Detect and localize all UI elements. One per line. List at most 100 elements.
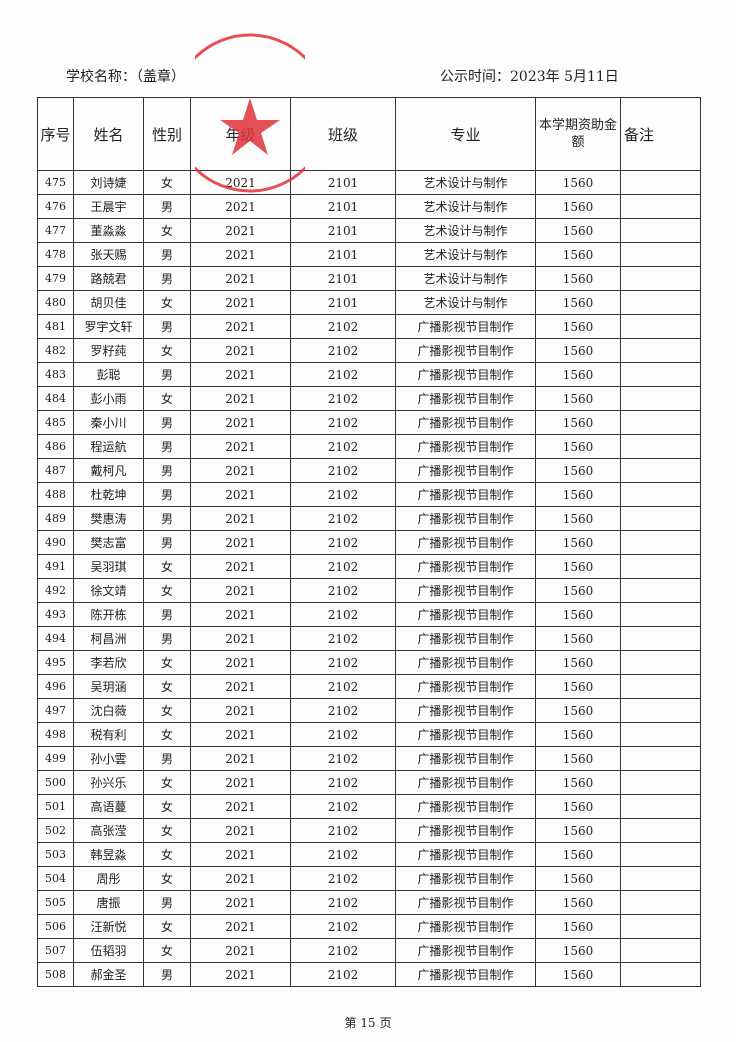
major: 广播影视节目制作 [395,602,536,627]
student-name: 汪新悦 [73,914,144,939]
grade: 2021 [190,482,291,507]
gender: 女 [143,698,191,723]
class: 2101 [290,266,396,291]
class: 2101 [290,218,396,243]
grade: 2021 [190,818,291,843]
row-index: 484 [37,386,74,411]
row-index: 505 [37,890,74,915]
col-index: 序号 [37,97,74,171]
major: 广播影视节目制作 [395,482,536,507]
remark [620,626,701,651]
major: 艺术设计与制作 [395,194,536,219]
remark [620,818,701,843]
grade: 2021 [190,650,291,675]
table-row: 501 高语蔓女 2021 2102 广播影视节目制作 1560 [37,794,701,819]
remark [620,482,701,507]
student-name: 周彤 [73,866,144,891]
student-name: 李若欣 [73,650,144,675]
student-name: 唐振 [73,890,144,915]
class: 2102 [290,674,396,699]
gender: 女 [143,770,191,795]
table-row: 477 董淼淼女 2021 2101 艺术设计与制作 1560 [37,218,701,243]
gender: 女 [143,938,191,963]
class: 2102 [290,698,396,723]
remark [620,842,701,867]
row-index: 507 [37,938,74,963]
major: 广播影视节目制作 [395,578,536,603]
col-major: 专业 [395,97,536,171]
gender: 女 [143,842,191,867]
major: 广播影视节目制作 [395,842,536,867]
remark [620,530,701,555]
major: 广播影视节目制作 [395,530,536,555]
gender: 男 [143,530,191,555]
gender: 女 [143,170,191,195]
student-name: 王晨宇 [73,194,144,219]
major: 广播影视节目制作 [395,866,536,891]
remark [620,338,701,363]
major: 广播影视节目制作 [395,506,536,531]
class: 2102 [290,410,396,435]
table-row: 505 唐振男 2021 2102 广播影视节目制作 1560 [37,890,701,915]
amount: 1560 [535,866,621,891]
col-remark: 备注 [620,97,701,171]
amount: 1560 [535,434,621,459]
gender: 男 [143,746,191,771]
remark [620,674,701,699]
student-name: 樊志富 [73,530,144,555]
remark [620,410,701,435]
remark [620,962,701,987]
amount: 1560 [535,770,621,795]
remark [620,386,701,411]
amount: 1560 [535,362,621,387]
student-name: 程运航 [73,434,144,459]
student-name: 徐文靖 [73,578,144,603]
row-index: 485 [37,410,74,435]
table-row: 491 吴羽琪女 2021 2102 广播影视节目制作 1560 [37,554,701,579]
grade: 2021 [190,410,291,435]
grade: 2021 [190,506,291,531]
row-index: 494 [37,626,74,651]
row-index: 503 [37,842,74,867]
student-name: 高张滢 [73,818,144,843]
grade: 2021 [190,458,291,483]
table-row: 479 路兢君男 2021 2101 艺术设计与制作 1560 [37,266,701,291]
page-number: 第 15 页 [344,1016,392,1030]
row-index: 490 [37,530,74,555]
major: 广播影视节目制作 [395,794,536,819]
student-name: 陈开栋 [73,602,144,627]
gender: 男 [143,890,191,915]
table-row: 496 吴玥涵女 2021 2102 广播影视节目制作 1560 [37,674,701,699]
grade: 2021 [190,890,291,915]
grade: 2021 [190,722,291,747]
row-index: 501 [37,794,74,819]
student-name: 沈白薇 [73,698,144,723]
major: 广播影视节目制作 [395,362,536,387]
major: 广播影视节目制作 [395,770,536,795]
class: 2102 [290,506,396,531]
amount: 1560 [535,314,621,339]
grade: 2021 [190,218,291,243]
major: 广播影视节目制作 [395,722,536,747]
student-name: 杜乾坤 [73,482,144,507]
student-name: 刘诗婕 [73,170,144,195]
major: 广播影视节目制作 [395,410,536,435]
student-name: 郝金圣 [73,962,144,987]
amount: 1560 [535,530,621,555]
class: 2102 [290,722,396,747]
class: 2102 [290,746,396,771]
gender: 男 [143,242,191,267]
gender: 女 [143,650,191,675]
grade: 2021 [190,314,291,339]
row-index: 502 [37,818,74,843]
student-name: 伍韬羽 [73,938,144,963]
class: 2102 [290,578,396,603]
student-name: 孙兴乐 [73,770,144,795]
col-grade: 年级 [190,97,291,171]
table-row: 497 沈白薇女 2021 2102 广播影视节目制作 1560 [37,698,701,723]
grade: 2021 [190,578,291,603]
amount: 1560 [535,458,621,483]
gender: 女 [143,578,191,603]
gender: 女 [143,818,191,843]
major: 广播影视节目制作 [395,890,536,915]
